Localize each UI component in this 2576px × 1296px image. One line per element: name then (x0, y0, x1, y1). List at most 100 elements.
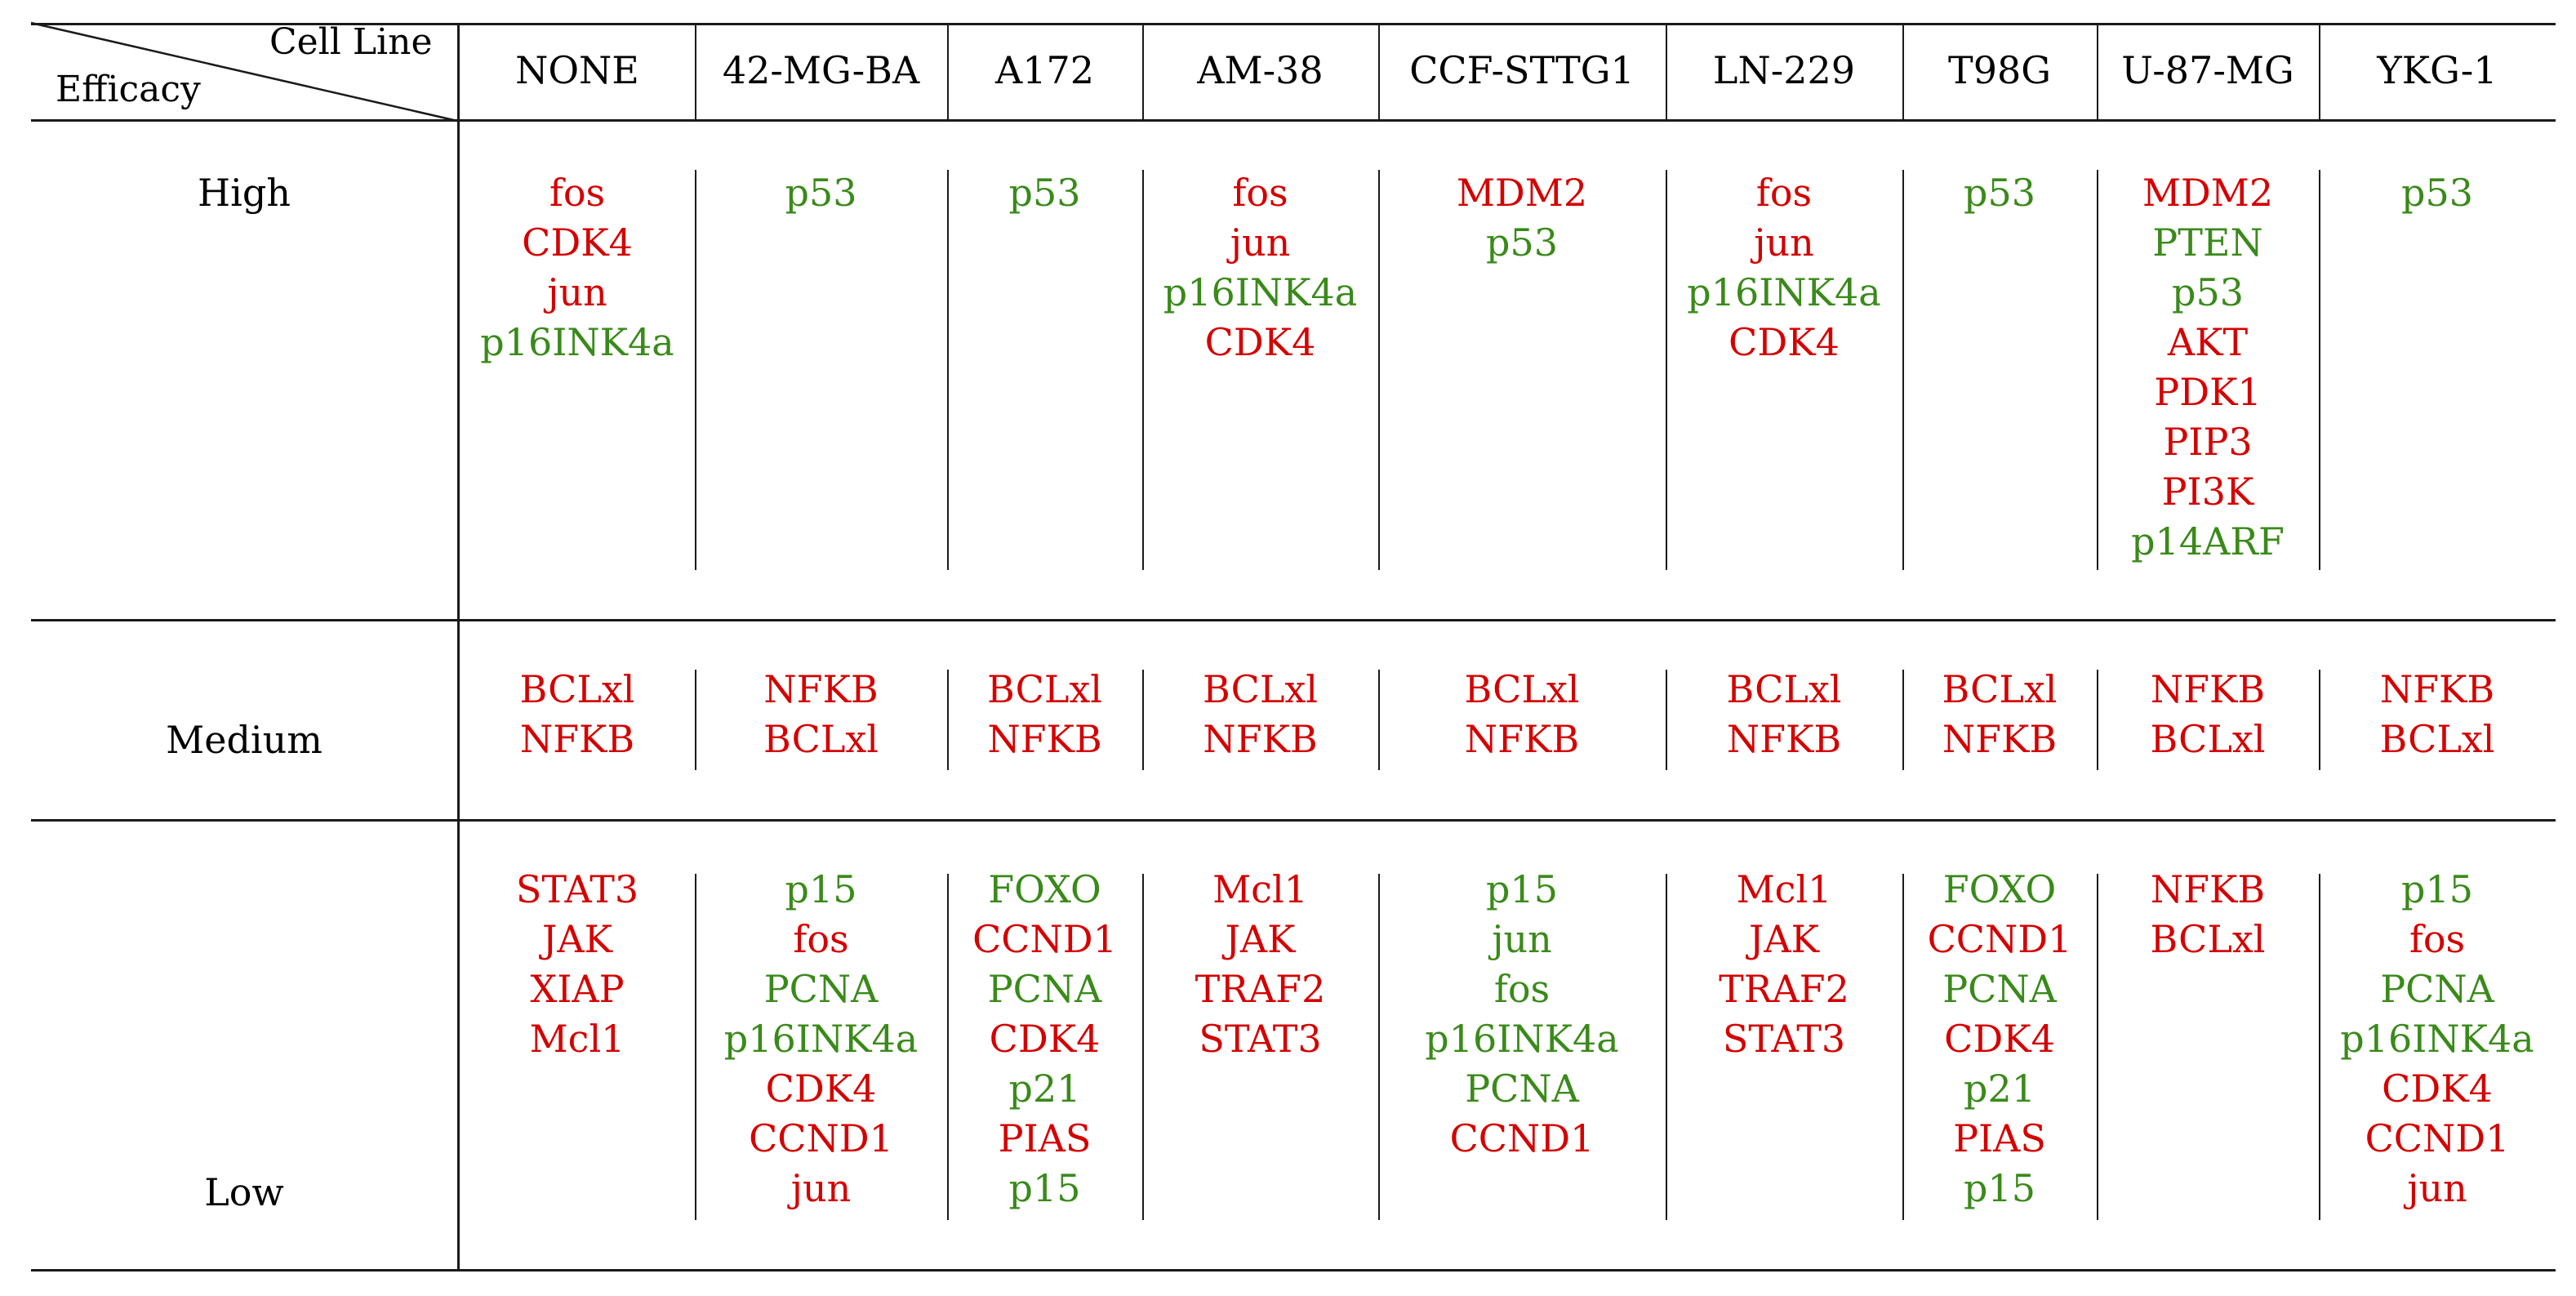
column-header-42-mg-ba: 42-MG-BA (722, 48, 920, 92)
gene-label: BCLxl (1464, 667, 1580, 711)
column-header-ykg-1: YKG-1 (2377, 48, 2498, 92)
cell-high-am-38: fos jun p16INK4a CDK4 (1142, 168, 1378, 367)
gene-label: STAT3 (1722, 1017, 1846, 1061)
gene-label: BCLxl (2379, 717, 2495, 761)
gene-label: JAK (1748, 917, 1820, 961)
cell-medium-ccf-sttg1: BCLxl NFKB (1378, 665, 1666, 764)
gene-label: p53 (785, 171, 857, 215)
gene-label: jun (2407, 1166, 2467, 1210)
column-separator (1142, 170, 1144, 570)
gene-label: CDK4 (1944, 1017, 2055, 1061)
gene-label: TRAF2 (1719, 967, 1849, 1011)
column-separator (947, 874, 949, 1220)
gene-label: NFKB (2379, 667, 2495, 711)
gene-label: NFKB (2150, 867, 2266, 911)
row-label-high: High (198, 171, 291, 215)
column-separator (1142, 670, 1144, 770)
gene-label: CCND1 (1927, 917, 2072, 961)
column-separator (1902, 670, 1904, 770)
gene-label: fos (793, 917, 849, 961)
gene-label: p53 (2401, 171, 2473, 215)
gene-label: PI3K (2161, 470, 2254, 514)
gene-label: jun (790, 1166, 852, 1210)
gene-label: PCNA (1942, 967, 2057, 1011)
gene-label: BCLxl (763, 717, 879, 761)
gene-label: fos (2409, 917, 2466, 961)
gene-label: Mcl1 (1736, 867, 1832, 911)
cell-low-ln-229: Mcl1 JAK TRAF2 STAT3 (1666, 865, 1902, 1064)
gene-label: PCNA (763, 967, 879, 1011)
column-separator (695, 874, 696, 1220)
gene-label: p14ARF (2131, 519, 2285, 563)
column-header-a172: A172 (994, 48, 1095, 92)
cell-medium-42-mg-ba: NFKB BCLxl (695, 665, 947, 764)
column-header-none: NONE (515, 48, 639, 92)
gene-label: p21 (1964, 1067, 2035, 1111)
gene-label: CDK4 (989, 1017, 1101, 1061)
gene-label: PCNA (1465, 1067, 1579, 1111)
gene-label: NFKB (1203, 717, 1318, 761)
gene-label: PTEN (2152, 220, 2263, 265)
gene-label: BCLxl (2150, 717, 2266, 761)
cell-high-ln-229: fos jun p16INK4a CDK4 (1666, 168, 1902, 367)
column-separator (1378, 670, 1380, 770)
header-column-separator (2097, 23, 2098, 119)
gene-label: NFKB (987, 717, 1102, 761)
gene-label: CCND1 (749, 1116, 893, 1160)
column-separator (2319, 670, 2320, 770)
gene-label: CCND1 (1449, 1116, 1595, 1160)
gene-label: NFKB (763, 667, 879, 711)
header-rule (31, 119, 2556, 122)
column-separator (1378, 170, 1380, 570)
cell-low-ccf-sttg1: p15 jun fos p16INK4a PCNA CCND1 (1378, 865, 1666, 1164)
cell-medium-am-38: BCLxl NFKB (1142, 665, 1378, 764)
gene-label: CDK4 (522, 220, 633, 265)
column-header-ln-229: LN-229 (1712, 48, 1856, 92)
gene-label: p16INK4a (723, 1017, 919, 1061)
gene-label: p16INK4a (2340, 1017, 2534, 1061)
row-label-low: Low (204, 1170, 284, 1214)
header-column-separator (1902, 23, 1904, 119)
cell-high-42-mg-ba: p53 (695, 168, 947, 218)
gene-label: jun (1754, 220, 1814, 265)
cell-medium-t98g: BCLxl NFKB (1902, 665, 2097, 764)
gene-label: MDM2 (1456, 171, 1588, 215)
gene-label: BCLxl (519, 667, 635, 711)
gene-label: jun (1230, 220, 1291, 265)
gene-label: p16INK4a (1163, 270, 1358, 314)
gene-label: fos (1493, 967, 1550, 1011)
gene-label: p53 (1486, 220, 1558, 265)
column-separator (1142, 874, 1144, 1220)
column-separator (1666, 170, 1667, 570)
gene-label: p15 (1486, 867, 1558, 911)
bottom-rule (31, 1269, 2556, 1272)
gene-label: p21 (1008, 1067, 1081, 1111)
cell-low-ykg-1: p15 fos PCNA p16INK4a CDK4 CCND1 jun (2319, 865, 2556, 1214)
gene-label: NFKB (2150, 667, 2266, 711)
gene-label: STAT3 (1199, 1017, 1322, 1061)
gene-label: STAT3 (515, 867, 639, 911)
gene-label: FOXO (988, 867, 1101, 911)
column-header-ccf-sttg1: CCF-STTG1 (1409, 48, 1635, 92)
top-rule (31, 23, 2556, 25)
gene-label: NFKB (519, 717, 635, 761)
header-column-separator (1142, 23, 1144, 119)
cell-high-t98g: p53 (1902, 168, 2097, 218)
column-separator (2319, 170, 2320, 570)
gene-label: BCLxl (1202, 667, 1319, 711)
gene-label: NFKB (1726, 717, 1842, 761)
label-column-rule (457, 23, 460, 1271)
header-column-separator (947, 23, 949, 119)
gene-label: BCLxl (1726, 667, 1842, 711)
column-separator (2097, 874, 2098, 1220)
gene-label: BCLxl (2150, 917, 2266, 961)
gene-label: JAK (541, 917, 613, 961)
gene-label: p53 (2172, 270, 2244, 314)
gene-label: PIP3 (2163, 420, 2253, 464)
header-column-separator (1666, 23, 1667, 119)
medium-low-rule (31, 819, 2556, 822)
gene-label: p16INK4a (1425, 1017, 1619, 1061)
gene-label: JAK (1225, 917, 1296, 961)
column-separator (1902, 874, 1904, 1220)
